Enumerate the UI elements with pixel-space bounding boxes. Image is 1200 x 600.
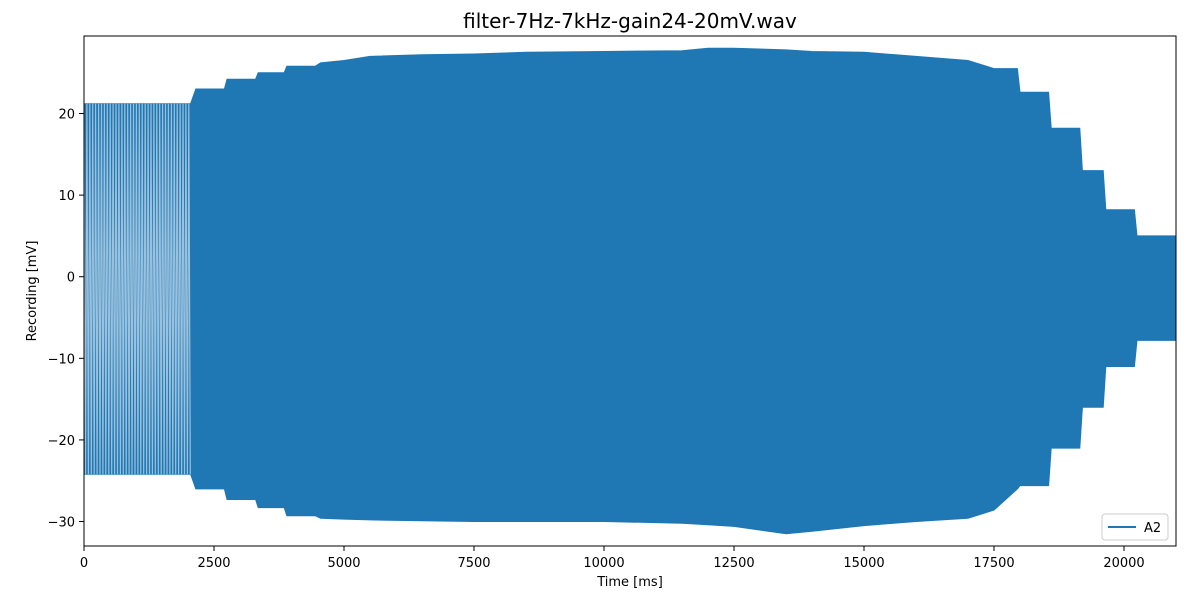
legend-label-a2: A2 (1144, 521, 1161, 536)
chart-title: filter-7Hz-7kHz-gain24-20mV.wav (463, 9, 797, 33)
legend: A2 (1101, 513, 1169, 541)
y-tick-label: 10 (58, 189, 75, 204)
y-tick-label: −30 (48, 516, 75, 531)
x-tick-label: 0 (80, 556, 88, 571)
y-tick-label: 20 (58, 108, 75, 123)
x-tick-label: 17500 (973, 556, 1014, 571)
y-tick-label: 0 (67, 271, 75, 286)
y-tick-label: −20 (48, 434, 75, 449)
x-tick-label: 15000 (843, 556, 884, 571)
x-axis: 0 2500 5000 7500 10000 12500 15000 17500 20000 (80, 546, 1145, 571)
x-tick-label: 20000 (1103, 556, 1144, 571)
series-a2-band (83, 47, 1177, 535)
series-a2-oscillation (83, 103, 191, 475)
plot-frame (83, 35, 1177, 547)
plot-area (83, 47, 1177, 535)
x-tick-label: 5000 (327, 556, 360, 571)
x-tick-label: 10000 (583, 556, 624, 571)
x-tick-label: 12500 (713, 556, 754, 571)
y-tick-label: −10 (48, 352, 75, 367)
x-tick-label: 7500 (457, 556, 490, 571)
x-tick-label: 2500 (197, 556, 230, 571)
y-axis-label: Recording [mV] (25, 241, 40, 342)
y-axis: −30 −20 −10 0 10 20 (48, 108, 84, 531)
x-axis-label: Time [ms] (596, 575, 663, 590)
